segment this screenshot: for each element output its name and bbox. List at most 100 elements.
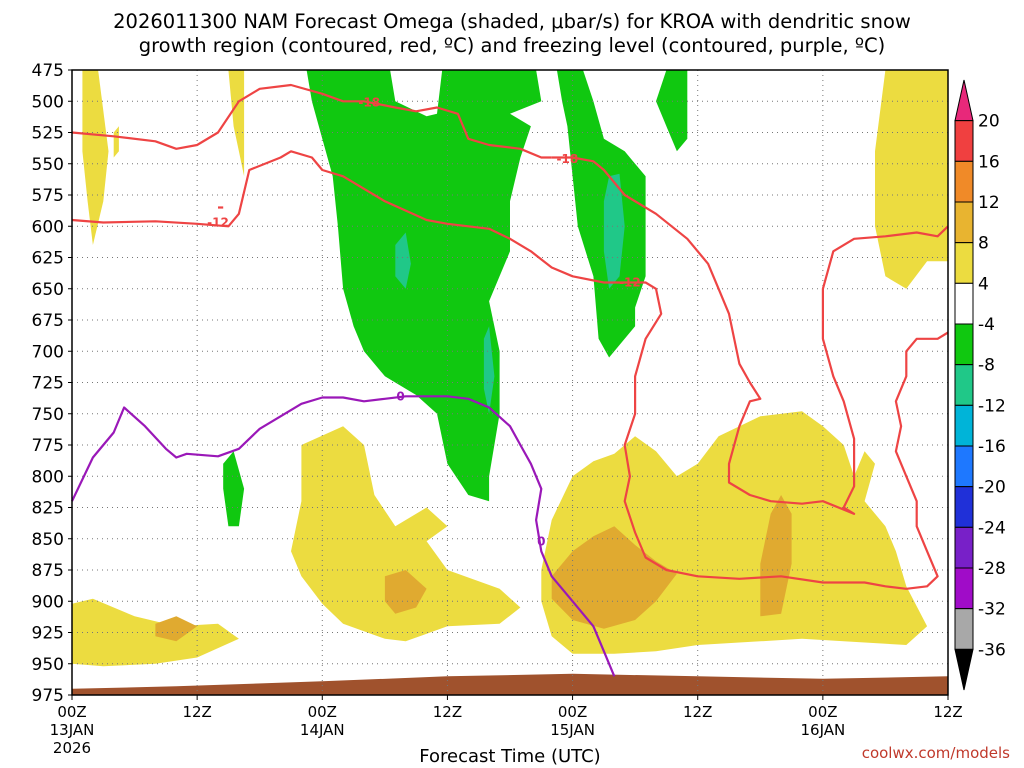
temperature-contours: -18 -18 -12 -12 0 0 [71, 83, 949, 677]
y-tick-label: 600 [32, 217, 64, 237]
colorbar-segment [954, 120, 974, 162]
colorbar-label: -20 [978, 478, 1006, 498]
omega-region-neg8 [603, 173, 625, 289]
colorbar-segment [954, 486, 974, 528]
y-tick-label: 500 [32, 92, 64, 112]
x-tick-label: 12Z [933, 703, 962, 721]
colorbar-label: -32 [978, 600, 1006, 620]
y-tick-label: 850 [32, 530, 64, 550]
credit-text: coolwx.com/models [862, 744, 1010, 762]
omega-region-neg4 [656, 70, 688, 152]
x-tick-label: 12Z [182, 703, 211, 721]
x-axis-label: Forecast Time (UTC) [419, 746, 600, 767]
omega-region-pos4 [113, 126, 119, 158]
colorbar-segment [954, 282, 974, 325]
colorbar-label: 8 [978, 234, 989, 254]
omega-region-pos8 [551, 526, 677, 629]
colorbar-label: 20 [978, 112, 1000, 132]
y-tick-label: 775 [32, 436, 64, 456]
colorbar-label: -24 [978, 518, 1006, 538]
colorbar-label: 16 [978, 152, 1000, 172]
x-tick-date: 13JAN [50, 721, 95, 739]
omega-region-pos8 [760, 495, 792, 617]
contour-label: -18 [358, 96, 380, 110]
y-tick-label: 700 [32, 342, 64, 362]
x-tick-date: 14JAN [300, 721, 345, 739]
colorbar-segment [954, 526, 974, 569]
colorbar-segment [954, 160, 974, 203]
colorbar-segment [954, 323, 974, 366]
colorbar-segment [954, 445, 974, 488]
y-tick-label: 875 [32, 561, 64, 581]
y-tick-label: 750 [32, 405, 64, 425]
colorbar-label: -8 [978, 356, 995, 376]
colorbar-label: -28 [978, 559, 1006, 579]
omega-region-neg8 [483, 326, 495, 414]
contour-label: -12 [207, 216, 229, 230]
y-tick-label: 900 [32, 592, 64, 612]
y-tick-label: 950 [32, 655, 64, 675]
chart-title-line1: 2026011300 NAM Forecast Omega (shaded, μ… [113, 10, 911, 33]
y-tick-label: 800 [32, 467, 64, 487]
y-tick-label: 625 [32, 249, 64, 269]
y-tick-label: 925 [32, 624, 64, 644]
omega-region-pos4 [875, 70, 948, 289]
x-tick-label: 00Z [57, 703, 86, 721]
terrain [72, 673, 948, 695]
colorbar-label: -16 [978, 437, 1006, 457]
x-tick-label: 00Z [558, 703, 587, 721]
colorbar-segment [954, 404, 974, 447]
colorbar-label: -4 [978, 315, 995, 335]
colorbar-segment [954, 201, 974, 244]
omega-region-neg4 [556, 70, 646, 358]
y-tick-label: 725 [32, 374, 64, 394]
plot-area: -18 -18 -12 -12 0 0 [71, 69, 949, 696]
y-tick-label: 550 [32, 155, 64, 175]
omega-region-pos4 [228, 70, 245, 177]
x-tick-date: 16JAN [800, 721, 845, 739]
y-axis: 475 500 525 550 575 600 625 650 675 700 725 750 775 8… [32, 61, 72, 706]
colorbar-segment [954, 608, 974, 650]
colorbar-segment [954, 364, 974, 406]
colorbar-segment [954, 242, 974, 284]
x-tick-label: 00Z [808, 703, 837, 721]
y-tick-label: 975 [32, 686, 64, 706]
y-tick-label: 675 [32, 311, 64, 331]
colorbar-bottom-arrow [954, 648, 974, 691]
colorbar-segment [954, 567, 974, 610]
x-tick-label: 12Z [433, 703, 462, 721]
colorbar-label: -36 [978, 640, 1006, 660]
omega-region-neg4 [223, 451, 245, 527]
omega-region-pos8 [384, 570, 427, 614]
x-tick-year: 2026 [53, 739, 91, 757]
x-tick-label: 00Z [308, 703, 337, 721]
colorbar-label: 4 [978, 274, 989, 294]
colorbar-label: 12 [978, 193, 1000, 213]
colorbar: 20 16 12 8 4 -4 -8 -12 -16 -20 -24 -28 -32 -36 [954, 79, 1006, 691]
contour-label: -18 [557, 152, 579, 166]
omega-shading [72, 70, 948, 667]
y-tick-label: 475 [32, 61, 64, 81]
y-tick-label: 575 [32, 186, 64, 206]
omega-region-neg4 [306, 70, 542, 502]
chart-title-line2: growth region (contoured, red, ºC) and f… [139, 34, 886, 57]
contour-snow-growth-18-right [551, 156, 949, 515]
colorbar-label: -12 [978, 396, 1006, 416]
omega-region-pos4 [82, 70, 109, 245]
colorbar-top-arrow [954, 79, 974, 122]
omega-region-pos8 [155, 616, 198, 642]
contour-label: 0 [537, 534, 545, 548]
x-tick-label: 12Z [683, 703, 712, 721]
y-tick-label: 650 [32, 280, 64, 300]
contour-label: -12 [619, 276, 641, 290]
y-tick-label: 825 [32, 499, 64, 519]
contour-snow-growth-12 [71, 150, 949, 590]
omega-region-pos4 [291, 426, 521, 642]
contour-label: 0 [396, 389, 404, 403]
x-tick-date: 15JAN [550, 721, 595, 739]
contour-freezing-level-0 [71, 395, 616, 677]
omega-region-neg8 [395, 232, 411, 289]
terrain-fill [72, 673, 948, 695]
